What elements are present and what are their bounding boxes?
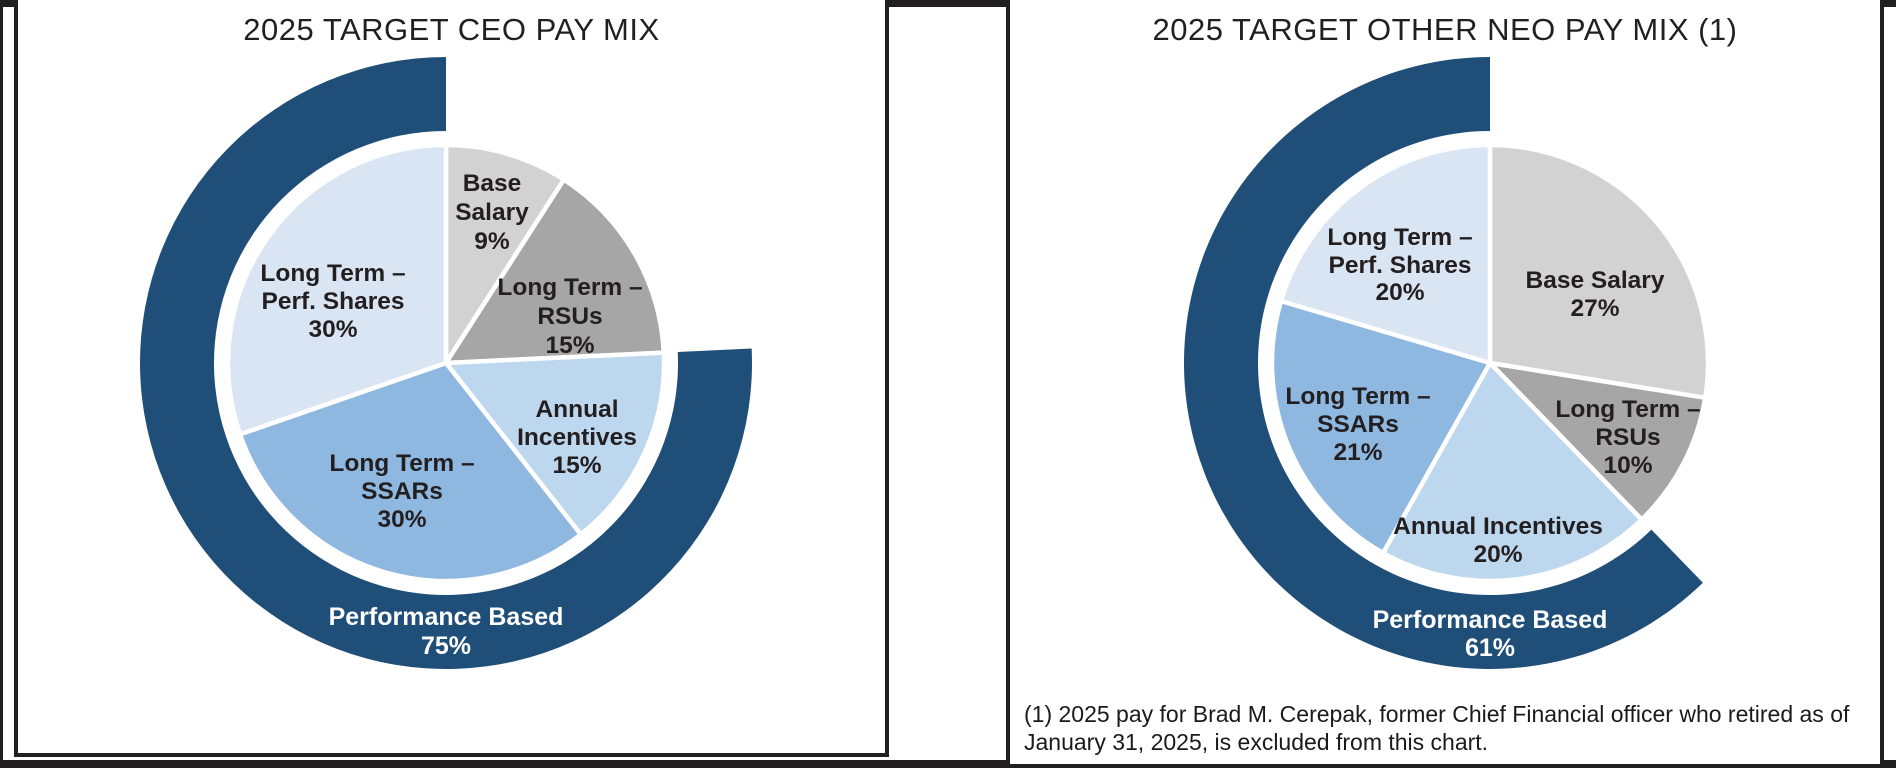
slice-label-lt_ssars-line3: 21% xyxy=(1333,439,1382,466)
slice-base_salary xyxy=(1487,142,1711,401)
ceo-chart-title: 2025 TARGET CEO PAY MIX xyxy=(243,12,660,47)
performance-based-label-line1: Performance Based xyxy=(329,603,564,631)
slice-label-lt_rsus-line3: 15% xyxy=(545,332,594,359)
slice-label-lt_perf_shares-line1: Long Term – xyxy=(260,260,405,287)
neo-chart-title: 2025 TARGET OTHER NEO PAY MIX (1) xyxy=(1152,12,1738,47)
slice-lt_rsus xyxy=(443,177,666,366)
slice-lt_ssars xyxy=(1269,298,1493,556)
page-left-border xyxy=(0,0,3,768)
slice-label-annual_incentives-line3: 15% xyxy=(552,452,601,479)
slice-label-lt_rsus-line3: 10% xyxy=(1603,452,1652,479)
footnote-line-1: (1) 2025 pay for Brad M. Cerepak, former… xyxy=(1024,701,1850,727)
slice-label-base_salary-line1: Base Salary xyxy=(1526,267,1665,294)
slice-label-lt_ssars-line2: SSARs xyxy=(1317,411,1399,438)
slice-label-lt_perf_shares-line2: Perf. Shares xyxy=(1329,252,1472,279)
slice-label-lt_ssars-line3: 30% xyxy=(377,506,426,533)
slice-label-lt_rsus-line1: Long Term – xyxy=(1555,396,1700,423)
slice-label-lt_perf_shares-line3: 20% xyxy=(1375,279,1424,306)
ceo-pay-mix-panel: 2025 TARGET CEO PAY MIX Base Salary 9% Long… xyxy=(14,0,889,757)
slice-lt_rsus xyxy=(1487,360,1708,522)
slice-label-base_salary-line1: Base xyxy=(463,170,522,197)
performance-based-label-line1: Performance Based xyxy=(1373,606,1608,634)
neo-pay-mix-panel: 2025 TARGET OTHER NEO PAY MIX (1) Base S… xyxy=(1006,0,1884,764)
slice-lt_perf_shares xyxy=(225,142,449,437)
slice-label-lt_perf_shares-line3: 30% xyxy=(308,316,357,343)
slice-label-lt_rsus-line2: RSUs xyxy=(1595,424,1660,451)
page-top-border xyxy=(0,0,1896,7)
slice-label-base_salary-line2: Salary xyxy=(455,199,529,226)
slice-annual_incentives xyxy=(1380,360,1644,584)
slice-annual_incentives xyxy=(443,350,667,537)
slice-label-lt_rsus-line1: Long Term – xyxy=(497,274,642,301)
slice-label-lt_ssars-line1: Long Term – xyxy=(329,450,474,477)
performance-based-ring xyxy=(1183,57,1703,670)
slice-label-lt_ssars-line1: Long Term – xyxy=(1285,383,1430,410)
slice-label-base_salary-line2: 27% xyxy=(1570,295,1619,322)
slice-label-annual_incentives-line2: 20% xyxy=(1473,541,1522,568)
slice-label-lt_perf_shares-line2: Perf. Shares xyxy=(262,288,405,315)
slice-base_salary xyxy=(443,142,567,366)
slice-lt_ssars xyxy=(237,360,584,584)
slice-label-annual_incentives-line1: Annual Incentives xyxy=(1393,513,1603,540)
neo-chart-footnote: (1) 2025 pay for Brad M. Cerepak, former… xyxy=(1024,700,1864,756)
slice-label-lt_ssars-line2: SSARs xyxy=(361,478,443,505)
page-bottom-border xyxy=(0,760,1896,768)
performance-based-label-line2: 61% xyxy=(1465,634,1515,662)
slice-label-lt_rsus-line2: RSUs xyxy=(537,303,602,330)
slice-label-lt_perf_shares-line1: Long Term – xyxy=(1327,224,1472,251)
performance-based-label-line2: 75% xyxy=(421,632,471,660)
slice-label-base_salary-line3: 9% xyxy=(474,228,510,255)
slice-lt_perf_shares xyxy=(1278,142,1493,366)
footnote-line-2: January 31, 2025, is excluded from this … xyxy=(1024,729,1489,755)
slice-label-annual_incentives-line1: Annual xyxy=(535,396,618,423)
slice-label-annual_incentives-line2: Incentives xyxy=(517,424,637,451)
